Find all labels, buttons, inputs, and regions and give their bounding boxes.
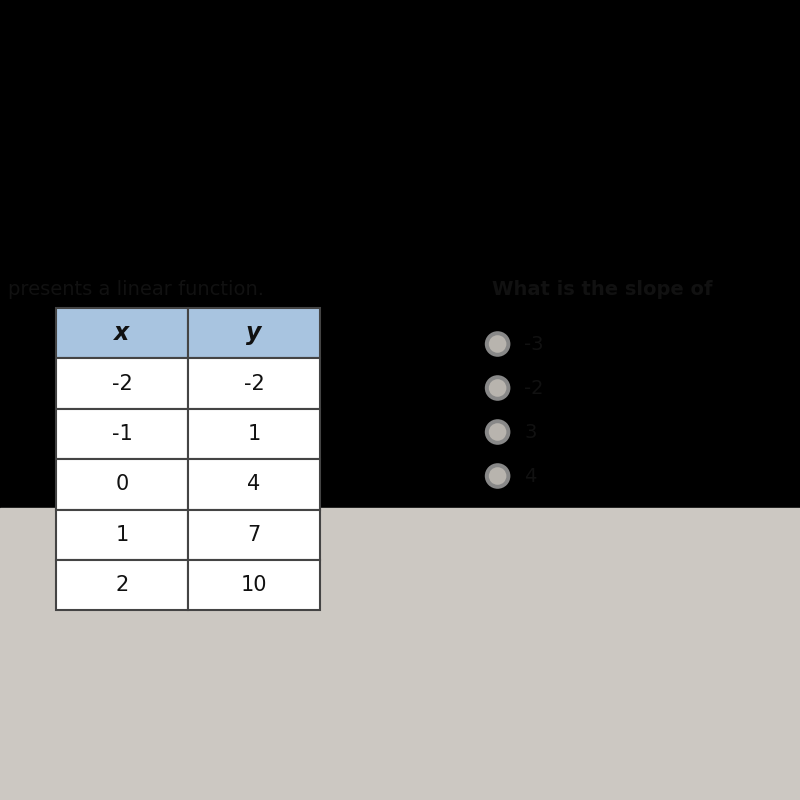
Bar [188, 459, 320, 510]
Bar [56, 459, 188, 510]
Circle shape [489, 335, 506, 353]
Bar [188, 308, 320, 358]
Text: -2: -2 [524, 378, 543, 398]
Text: 1: 1 [247, 424, 261, 444]
Text: 3: 3 [524, 422, 536, 442]
Bar [188, 560, 320, 610]
Text: 1: 1 [115, 525, 129, 545]
Text: 7: 7 [247, 525, 261, 545]
Circle shape [489, 423, 506, 441]
Bar [188, 409, 320, 459]
Circle shape [485, 419, 510, 445]
Circle shape [489, 379, 506, 397]
Text: x: x [114, 321, 130, 346]
Text: presents a linear function.: presents a linear function. [8, 280, 264, 299]
Text: -3: -3 [524, 334, 543, 354]
Text: 4: 4 [524, 466, 536, 486]
Text: 4: 4 [247, 474, 261, 494]
Text: 2: 2 [115, 575, 129, 595]
Text: -1: -1 [112, 424, 132, 444]
Text: -2: -2 [112, 374, 132, 394]
Text: y: y [246, 321, 262, 346]
Circle shape [489, 467, 506, 485]
Circle shape [485, 463, 510, 489]
Bar [188, 358, 320, 409]
Bar [56, 560, 188, 610]
Bar [56, 358, 188, 409]
Bar [188, 510, 320, 560]
Text: What is the slope of: What is the slope of [492, 280, 713, 299]
Bar [0, 0, 800, 508]
Text: -2: -2 [244, 374, 264, 394]
Bar [0, 508, 800, 800]
Bar [56, 308, 188, 358]
Circle shape [485, 331, 510, 357]
Text: 10: 10 [241, 575, 267, 595]
Bar [56, 510, 188, 560]
Text: 0: 0 [115, 474, 129, 494]
Circle shape [485, 375, 510, 401]
Bar [56, 409, 188, 459]
